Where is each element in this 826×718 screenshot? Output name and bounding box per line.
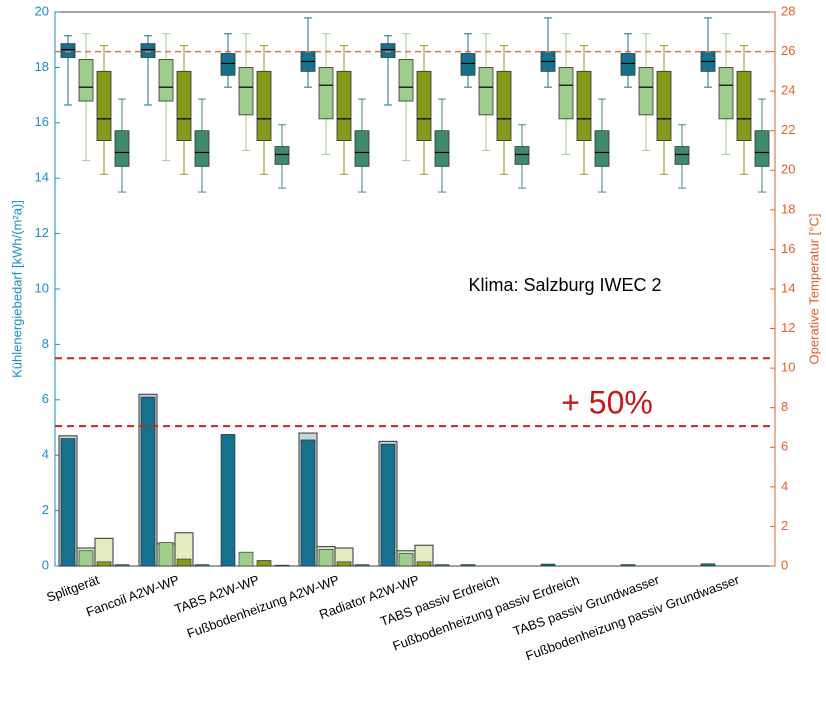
y2-tick-label: 2 bbox=[781, 518, 788, 533]
bar bbox=[460, 564, 476, 567]
box bbox=[434, 130, 450, 167]
box bbox=[238, 67, 254, 116]
y-tick-label: 12 bbox=[35, 225, 49, 240]
bar bbox=[318, 549, 334, 567]
box bbox=[656, 70, 672, 142]
x-tick-label: Fußbodenheizung A2W-WP bbox=[185, 572, 341, 641]
bar bbox=[256, 560, 272, 567]
box bbox=[256, 70, 272, 142]
box bbox=[354, 130, 370, 167]
bar bbox=[114, 564, 130, 567]
annotation: + 50% bbox=[561, 384, 653, 420]
y2-tick-label: 6 bbox=[781, 439, 788, 454]
y2-tick-label: 8 bbox=[781, 399, 788, 414]
annotation: Klima: Salzburg IWEC 2 bbox=[468, 275, 661, 295]
bar bbox=[336, 561, 352, 567]
box bbox=[60, 43, 76, 58]
y-tick-label: 6 bbox=[42, 391, 49, 406]
box bbox=[478, 67, 494, 116]
bar bbox=[220, 434, 236, 567]
y-tick-label: 2 bbox=[42, 502, 49, 517]
box bbox=[754, 130, 770, 167]
y2-tick-label: 18 bbox=[781, 201, 795, 216]
bar bbox=[96, 561, 112, 567]
bar bbox=[540, 563, 556, 567]
box bbox=[736, 70, 752, 142]
box bbox=[496, 70, 512, 142]
box bbox=[718, 67, 734, 120]
y-tick-label: 20 bbox=[35, 3, 49, 18]
bar bbox=[176, 558, 192, 567]
y-tick-label: 14 bbox=[35, 170, 49, 185]
y-tick-label: 8 bbox=[42, 336, 49, 351]
y-tick-label: 16 bbox=[35, 114, 49, 129]
y-axis-label: Kühlenergiebedarf [kWh/(m²a)] bbox=[9, 200, 24, 378]
box bbox=[318, 67, 334, 120]
box bbox=[638, 67, 654, 116]
bar bbox=[380, 443, 396, 567]
y2-tick-label: 22 bbox=[781, 122, 795, 137]
box bbox=[176, 70, 192, 142]
box bbox=[274, 146, 290, 165]
y-tick-label: 10 bbox=[35, 280, 49, 295]
box bbox=[140, 43, 156, 58]
bar bbox=[620, 564, 636, 567]
y2-axis-label: Operative Temperatur [°C] bbox=[806, 214, 821, 365]
box bbox=[514, 146, 530, 165]
box bbox=[96, 70, 112, 142]
y2-tick-label: 28 bbox=[781, 3, 795, 18]
box bbox=[674, 146, 690, 165]
bar bbox=[416, 561, 432, 567]
box bbox=[620, 53, 636, 76]
box bbox=[398, 59, 414, 102]
y2-tick-label: 14 bbox=[781, 280, 795, 295]
bar bbox=[158, 542, 174, 567]
box bbox=[194, 130, 210, 167]
y-tick-label: 4 bbox=[42, 447, 49, 462]
x-tick-label: Splitgerät bbox=[44, 572, 101, 605]
box bbox=[220, 53, 236, 76]
bar bbox=[434, 564, 450, 567]
y2-tick-label: 10 bbox=[781, 360, 795, 375]
box bbox=[380, 43, 396, 58]
y2-tick-label: 12 bbox=[781, 320, 795, 335]
y2-tick-label: 24 bbox=[781, 83, 795, 98]
box bbox=[158, 59, 174, 102]
box bbox=[576, 70, 592, 142]
bar bbox=[194, 564, 210, 567]
bar bbox=[78, 550, 94, 567]
bar bbox=[700, 563, 716, 567]
box bbox=[114, 130, 130, 167]
y2-tick-label: 0 bbox=[781, 557, 788, 572]
box bbox=[416, 70, 432, 142]
box bbox=[594, 130, 610, 167]
y-tick-label: 0 bbox=[42, 557, 49, 572]
bar bbox=[398, 553, 414, 567]
bar bbox=[274, 564, 290, 567]
y2-tick-label: 4 bbox=[781, 478, 788, 493]
box bbox=[460, 53, 476, 76]
bar bbox=[60, 438, 76, 567]
bar bbox=[300, 439, 316, 567]
box bbox=[78, 59, 94, 102]
box bbox=[336, 70, 352, 142]
y2-tick-label: 26 bbox=[781, 43, 795, 58]
bar bbox=[140, 396, 156, 567]
y2-tick-label: 20 bbox=[781, 162, 795, 177]
box bbox=[558, 67, 574, 120]
bar bbox=[354, 564, 370, 567]
y-tick-label: 18 bbox=[35, 59, 49, 74]
y2-tick-label: 16 bbox=[781, 241, 795, 256]
bar bbox=[238, 551, 254, 567]
